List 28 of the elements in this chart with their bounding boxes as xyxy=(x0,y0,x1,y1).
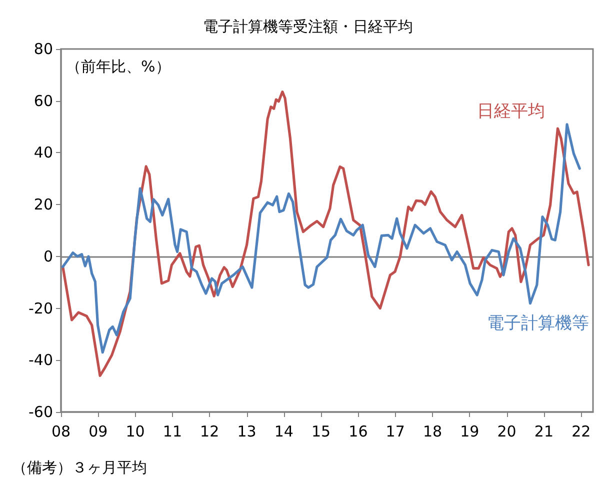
x-tick-label: 11 xyxy=(162,422,182,440)
chart-title: 電子計算機等受注額・日経平均 xyxy=(203,18,413,36)
y-tick-label: -40 xyxy=(28,351,53,370)
y-tick-label: 0 xyxy=(43,247,53,266)
x-tick-label: 21 xyxy=(534,422,554,440)
x-tick-label: 08 xyxy=(51,422,71,440)
y-tick-label: 60 xyxy=(34,92,53,110)
series-label: 日経平均 xyxy=(477,102,545,122)
x-tick-label: 20 xyxy=(497,422,516,440)
x-tick-label: 15 xyxy=(312,422,331,440)
x-tick-label: 14 xyxy=(274,422,294,440)
y-tick-label: 40 xyxy=(34,144,53,162)
x-tick-label: 13 xyxy=(237,422,256,440)
x-tick-label: 18 xyxy=(422,422,442,440)
x-tick-label: 17 xyxy=(386,422,405,440)
y-tick-label: 20 xyxy=(34,196,53,214)
x-tick-label: 16 xyxy=(348,422,368,440)
x-tick-label: 12 xyxy=(200,422,220,440)
x-tick-label: 22 xyxy=(572,422,591,440)
x-tick-label: 09 xyxy=(88,422,108,440)
y-tick-label: -60 xyxy=(28,403,53,421)
text: （備考）３ヶ月平均 xyxy=(12,458,147,476)
y-tick-label: 80 xyxy=(34,40,53,58)
x-tick-label: 10 xyxy=(126,422,145,440)
y-tick-label: -20 xyxy=(28,299,53,318)
y-axis-title: （前年比、%） xyxy=(66,58,170,76)
x-tick-label: 19 xyxy=(460,422,480,440)
series-label: 電子計算機等 xyxy=(487,314,589,334)
